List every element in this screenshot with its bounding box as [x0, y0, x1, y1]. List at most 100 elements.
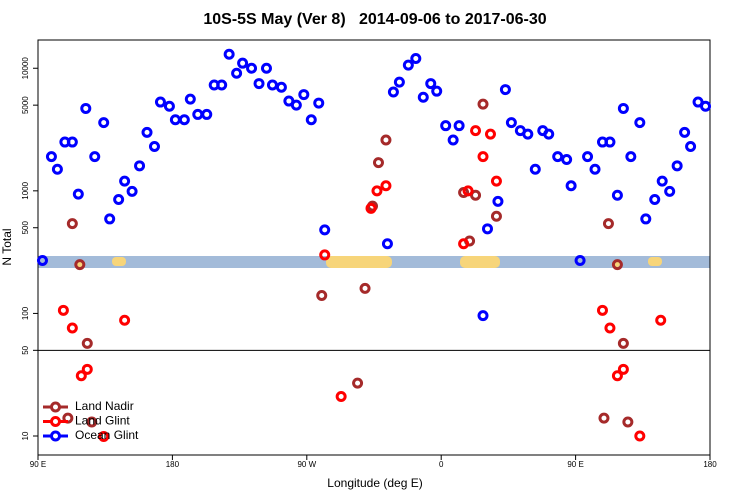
- y-tick-label: 500: [21, 221, 30, 235]
- point: [529, 163, 541, 175]
- point: [481, 223, 493, 235]
- point: [216, 79, 228, 91]
- legend-label: Ocean Glint: [75, 428, 139, 442]
- point: [154, 96, 166, 108]
- y-tick-label: 50: [21, 345, 30, 354]
- x-tick-label: 0: [439, 460, 444, 469]
- point: [574, 255, 586, 267]
- point: [201, 108, 213, 120]
- plot-frame: [37, 39, 711, 456]
- legend-label: Land Glint: [75, 414, 130, 428]
- point: [634, 117, 646, 129]
- point: [440, 120, 452, 132]
- point: [604, 322, 616, 334]
- point: [113, 193, 125, 205]
- point: [505, 117, 517, 129]
- point: [335, 391, 347, 403]
- point: [66, 322, 78, 334]
- point: [134, 160, 146, 172]
- point: [380, 134, 392, 146]
- y-tick-label: 1000: [21, 181, 30, 199]
- x-tick-label: 180: [703, 460, 717, 469]
- point: [477, 151, 489, 163]
- point: [231, 67, 243, 79]
- point: [119, 314, 131, 326]
- point: [598, 412, 610, 424]
- point: [492, 195, 504, 207]
- y-tick-label: 5000: [21, 96, 30, 114]
- point: [192, 108, 204, 120]
- point: [98, 431, 110, 443]
- point: [319, 224, 331, 236]
- point: [57, 304, 69, 316]
- map-land: [112, 257, 126, 266]
- point: [237, 57, 249, 69]
- legend-label: Land Nadir: [75, 399, 134, 413]
- point: [275, 81, 287, 93]
- point: [319, 249, 331, 261]
- point: [141, 126, 153, 138]
- point: [425, 78, 437, 90]
- point: [656, 175, 668, 187]
- point: [66, 136, 78, 148]
- point: [522, 128, 534, 140]
- point: [410, 53, 422, 65]
- map-land: [326, 256, 392, 268]
- point: [381, 238, 393, 250]
- point: [552, 151, 564, 163]
- point: [490, 210, 502, 222]
- point: [371, 185, 383, 197]
- point: [75, 370, 87, 382]
- point: [45, 151, 57, 163]
- point: [453, 120, 465, 132]
- point: [470, 189, 482, 201]
- point: [655, 314, 667, 326]
- point: [402, 59, 414, 71]
- point: [611, 370, 623, 382]
- point: [490, 175, 502, 187]
- map-land: [648, 257, 662, 266]
- point: [305, 114, 317, 126]
- point: [431, 85, 443, 97]
- point: [417, 91, 429, 103]
- point: [582, 151, 594, 163]
- point: [387, 86, 399, 98]
- point: [640, 213, 652, 225]
- map-strip: [38, 256, 710, 268]
- y-tick-label: 100: [21, 306, 30, 320]
- point: [81, 363, 93, 375]
- point: [80, 102, 92, 114]
- point: [316, 290, 328, 302]
- point: [561, 154, 573, 166]
- point: [72, 188, 84, 200]
- point: [393, 76, 405, 88]
- point: [260, 62, 272, 74]
- point: [313, 97, 325, 109]
- point: [246, 62, 258, 74]
- map-land: [460, 256, 500, 268]
- point: [266, 79, 278, 91]
- point: [104, 213, 116, 225]
- point: [36, 255, 48, 267]
- legend-marker: [50, 401, 61, 413]
- point: [169, 114, 181, 126]
- point: [447, 134, 459, 146]
- point: [622, 416, 634, 428]
- point: [178, 114, 190, 126]
- legend-marker: [50, 416, 61, 427]
- x-tick-label: 180: [166, 460, 180, 469]
- point: [543, 128, 555, 140]
- legend-marker: [50, 430, 61, 442]
- point: [664, 185, 676, 197]
- x-axis-label: Longitude (deg E): [327, 476, 422, 490]
- x-tick-label: 90 E: [30, 460, 46, 469]
- point: [470, 125, 482, 137]
- point: [685, 140, 697, 152]
- point: [365, 202, 377, 214]
- point: [148, 140, 160, 152]
- x-tick-label: 90 W: [297, 460, 316, 469]
- point: [477, 98, 489, 110]
- point: [589, 163, 601, 175]
- point: [290, 99, 302, 111]
- point: [372, 157, 384, 169]
